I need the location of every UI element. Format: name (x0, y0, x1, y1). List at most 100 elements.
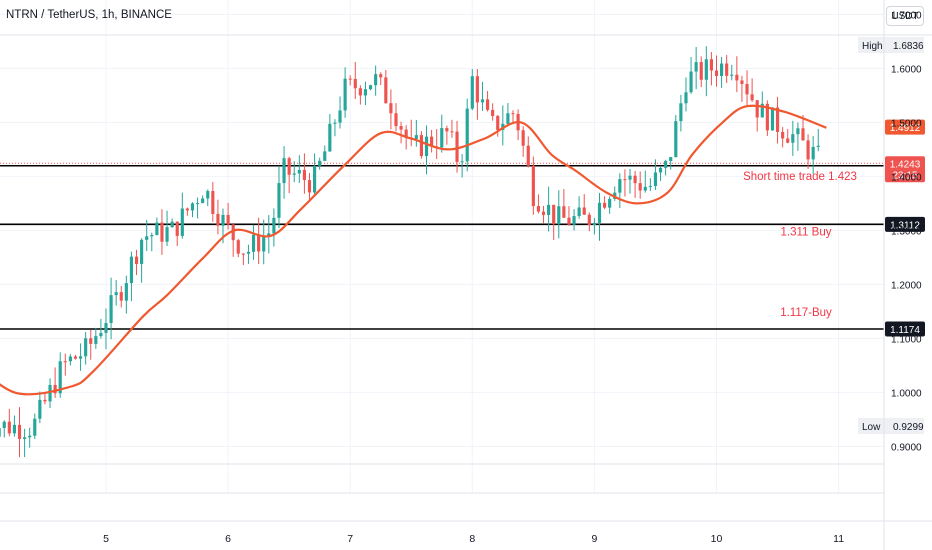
candle (511, 110, 515, 124)
candle (353, 62, 357, 100)
candle-body (2, 421, 6, 429)
candle-body (664, 161, 668, 168)
candle-body (104, 323, 108, 333)
candle-body (109, 295, 113, 324)
trade-annotation: Short time trade 1.423 (743, 171, 857, 183)
ma-price-tag-bg (885, 119, 925, 135)
candle (521, 126, 525, 157)
candle (689, 57, 693, 94)
candle (679, 94, 683, 132)
candle-body (267, 233, 271, 237)
candle-body (226, 214, 230, 225)
candle-body (399, 126, 403, 130)
candle (572, 209, 576, 231)
candle-body (491, 109, 495, 116)
candle-body (343, 78, 347, 111)
candle (714, 55, 719, 87)
candle-body (806, 140, 810, 160)
candle-body (0, 428, 1, 437)
candle-body (450, 131, 454, 133)
candle-body (419, 135, 424, 157)
price-tag: 1.3112 (885, 216, 925, 232)
candle-body (262, 236, 266, 252)
candle-body (648, 186, 652, 188)
candle (465, 98, 469, 172)
currency-button[interactable]: USDT (886, 6, 924, 26)
candle (567, 206, 571, 226)
candle (628, 168, 632, 194)
candle-body (536, 206, 541, 212)
candle (597, 192, 602, 241)
candle (78, 343, 83, 371)
candle (211, 182, 215, 222)
candle (587, 212, 591, 232)
candle (99, 318, 103, 339)
candle-body (557, 206, 561, 225)
candle (43, 393, 47, 405)
candle (313, 153, 317, 196)
candle-body (816, 145, 820, 147)
candle (89, 329, 93, 360)
candle-body (414, 135, 418, 139)
candle-body (221, 214, 225, 226)
candle-body (379, 74, 383, 78)
candle-body (547, 204, 551, 215)
y-tick-label: 1.7000 (891, 10, 922, 21)
candle (2, 420, 6, 438)
candle (699, 56, 703, 88)
candle (348, 75, 352, 86)
candle-body (28, 435, 32, 438)
high-box-value: 1.6836 (893, 41, 924, 52)
price-tag-bg (885, 216, 925, 232)
trade-annotation: 1.117-Buy (780, 307, 832, 319)
ma-price-tag: 1.4912 (885, 119, 925, 135)
candle-body (430, 136, 434, 147)
candle-body (160, 222, 164, 242)
candle-body (277, 183, 281, 218)
candle-body (165, 227, 169, 242)
candle (485, 91, 490, 112)
candle-body (241, 253, 245, 255)
candle (704, 46, 708, 97)
candle (185, 207, 189, 216)
candle-body (770, 107, 775, 131)
candle (160, 209, 164, 255)
candle (165, 210, 169, 247)
candle (633, 170, 637, 198)
candle-body (292, 173, 296, 175)
candle (63, 353, 67, 376)
candle-body (786, 138, 790, 143)
candle (150, 232, 154, 252)
candle-body (745, 83, 749, 95)
candle-body (251, 234, 256, 252)
current-price-tag-bg (885, 156, 925, 183)
candle-body (374, 74, 378, 86)
candle (562, 188, 566, 219)
candle (201, 195, 205, 204)
candle (358, 85, 362, 105)
candle-body (597, 202, 602, 223)
candle-body (353, 78, 357, 89)
candle (379, 72, 383, 86)
candle-body (246, 251, 251, 254)
candle (516, 109, 520, 141)
candle (129, 251, 134, 302)
y-tick-label: 1.4000 (891, 172, 922, 183)
candle (608, 196, 612, 214)
candle (282, 146, 286, 199)
candle-body (714, 70, 719, 76)
candle (94, 327, 98, 349)
candle (134, 249, 139, 276)
candle (262, 219, 266, 265)
chart-grid (0, 0, 884, 493)
candle (84, 332, 88, 365)
candle (755, 99, 759, 132)
candle-body (674, 121, 678, 158)
candle-body (506, 113, 510, 124)
candle (12, 415, 17, 437)
candle-body (791, 134, 795, 143)
candle (251, 224, 256, 260)
candle-body (424, 136, 429, 157)
